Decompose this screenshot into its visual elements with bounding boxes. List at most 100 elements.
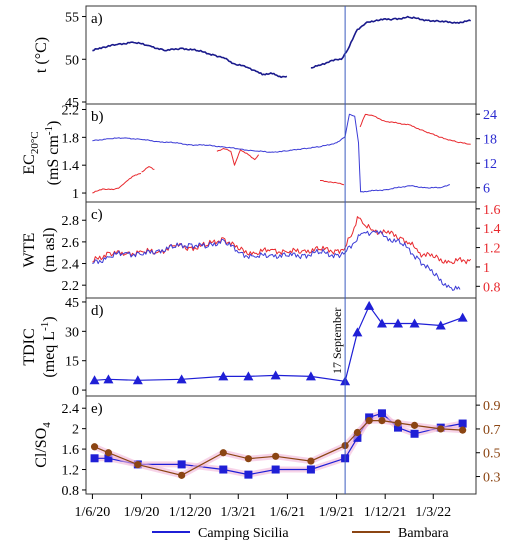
data-point-circle (394, 419, 402, 427)
data-point-square (306, 465, 315, 474)
data-point-square (219, 465, 228, 474)
panel-tag: b) (91, 109, 104, 125)
y2-tick-label: 0.7 (483, 423, 501, 438)
x-tick-label: 1/9/21 (319, 505, 355, 520)
x-tick-label: 1/6/21 (270, 505, 306, 520)
panel-tag: e) (91, 401, 103, 417)
x-axis: 1/6/20 1/9/20 1/12/20 1/3/21 1/6/21 1/9/21 1/1… (75, 494, 451, 520)
y-axis-title-part: ) (41, 316, 58, 321)
y-tick-label: 0 (72, 384, 79, 399)
y-axis-title: Cl/SO4 (33, 422, 53, 468)
y-tick-label: 1 (72, 187, 79, 202)
legend-item-1: Camping Sicilia (152, 526, 289, 541)
data-point-triangle (103, 374, 114, 384)
y-tick-label: 15 (65, 355, 79, 370)
data-point-triangle (89, 375, 100, 385)
y-axis-title-part: -1 (43, 126, 55, 135)
series-line-bambara (141, 166, 155, 173)
data-point-triangle (376, 318, 387, 328)
y-tick-label: 1.4 (62, 159, 80, 174)
data-point-triangle (243, 371, 254, 381)
panel-tag: c) (91, 207, 103, 223)
y-tick-label: 1.6 (62, 443, 80, 458)
data-point-square (177, 460, 186, 469)
data-point-circle (219, 449, 227, 457)
data-point-circle (134, 461, 142, 469)
data-point-triangle (305, 371, 316, 381)
y-axis-title-part: ) (45, 121, 62, 126)
panel-4: d) 0 15 30 45 TDIC (meq L-1) (21, 296, 477, 399)
y-tick-label: 30 (65, 325, 79, 340)
panel-1: a) 45 50 55 t (°C) (33, 5, 477, 111)
y-tick-label: 2.8 (62, 214, 80, 229)
data-point-circle (459, 426, 467, 434)
x-tick-label: 1/3/22 (415, 505, 451, 520)
data-point-circle (378, 417, 386, 425)
y-tick-label: 50 (65, 53, 79, 68)
y2-tick-label: 1.4 (483, 222, 501, 237)
data-point-circle (365, 417, 373, 425)
x-tick-label: 1/3/21 (220, 505, 256, 520)
series-line-camping-sicilia (92, 230, 461, 291)
y2-tick-label: 1.2 (483, 242, 501, 257)
event-label: 17 September (330, 308, 344, 374)
y-axis-title-part: Cl/SO (33, 428, 50, 468)
panel-5: e) 0.8 1.2 1.6 2 2.4 0.3 0.5 0.7 0.9 Cl/SO4 (33, 395, 501, 499)
panel-2: b) 1 1.4 1.8 2.2 6 12 18 24 EC20°C (mS cm-1) (21, 103, 497, 203)
y-axis-title-part: EC (21, 154, 38, 174)
y2-tick-label: 18 (483, 133, 497, 148)
data-point-square (271, 465, 280, 474)
y2-tick-label: 24 (483, 108, 497, 123)
data-point-circle (272, 452, 280, 460)
y-axis-title-part: (mS cm (45, 135, 62, 186)
data-point-square (90, 454, 99, 463)
data-point-square (104, 454, 113, 463)
y-axis-title-part: t (°C) (33, 37, 50, 73)
series-line-bambara (92, 173, 142, 194)
y-axis-title-part: (meq L (41, 331, 58, 378)
y-tick-label: 0.8 (62, 484, 80, 499)
data-point-triangle (393, 318, 403, 328)
data-point-circle (178, 471, 186, 479)
data-point-circle (104, 449, 113, 457)
series-line-camping-sicilia (94, 304, 463, 382)
y-tick-label: 2.2 (62, 103, 80, 118)
y2-tick-label: 12 (483, 157, 497, 172)
y-tick-label: 1.8 (62, 131, 80, 146)
data-point-triangle (352, 327, 363, 337)
y2-tick-label: 1.6 (483, 203, 501, 218)
data-point-square (244, 470, 253, 479)
series-line-camping-sicilia (310, 15, 472, 69)
y-axis-title-part: WTE (21, 233, 38, 268)
y-axis-title: t (°C) (33, 37, 50, 73)
data-point-square (394, 423, 402, 432)
y2-tick-label: 0.8 (483, 280, 501, 295)
y-tick-label: 2.4 (62, 402, 80, 417)
y-axis-title: TDIC (meq L-1) (21, 316, 58, 377)
x-tick-label: 1/6/20 (75, 505, 111, 520)
x-tick-label: 1/12/21 (364, 505, 407, 520)
y-tick-label: 2.6 (62, 236, 80, 251)
series-line-camping-sicilia (94, 412, 463, 476)
y-axis-title: WTE (m asl) (21, 228, 58, 273)
data-point-triangle (270, 370, 281, 380)
y-tick-label: 45 (65, 296, 79, 311)
data-point-square (353, 433, 362, 442)
data-point-triangle (457, 312, 468, 322)
y2-tick-label: 0.9 (483, 399, 501, 414)
data-point-circle (244, 455, 253, 463)
y-tick-label: 55 (65, 11, 79, 26)
series-line-camping-sicilia (92, 113, 450, 193)
y2-tick-label: 6 (483, 182, 490, 197)
x-tick-label: 1/12/20 (169, 505, 212, 520)
x-tick-label: 1/9/20 (124, 505, 160, 520)
data-point-circle (307, 457, 315, 465)
data-point-square (410, 429, 419, 438)
data-point-circle (410, 421, 419, 429)
series-line-camping-sicilia (92, 41, 288, 79)
y-axis-title-part: 20°C (29, 131, 41, 154)
y-tick-label: 45 (65, 96, 79, 111)
y-axis-title-part: TDIC (21, 328, 38, 365)
series-line-bambara (94, 420, 463, 476)
